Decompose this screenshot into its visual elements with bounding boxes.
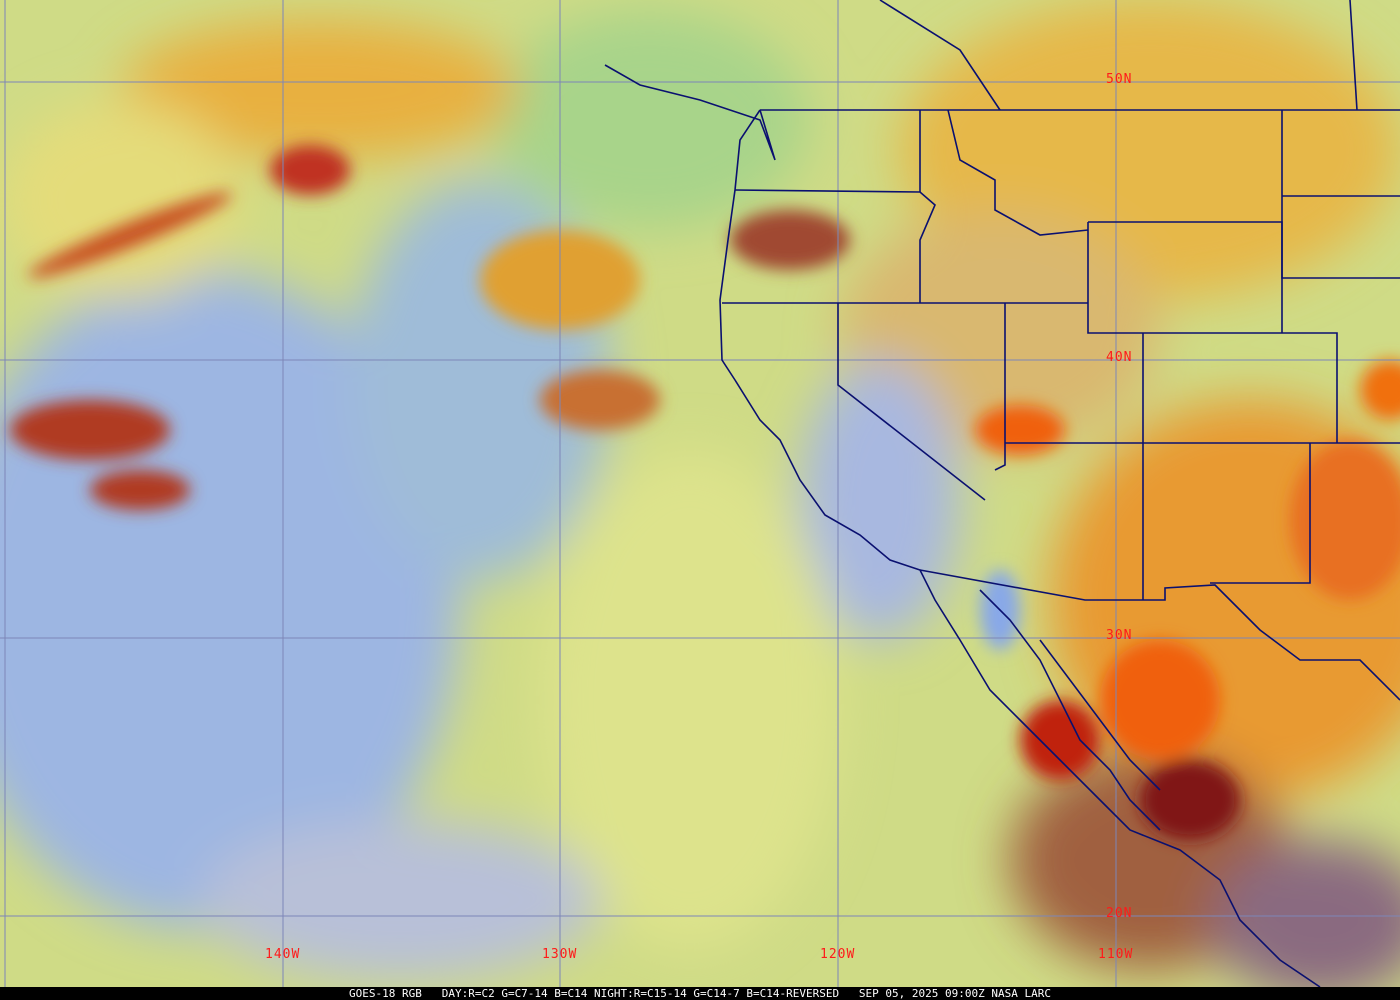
latitude-label-20n: 20N	[1106, 906, 1133, 921]
latitude-label-30n: 30N	[1106, 628, 1133, 643]
latitude-label-40n: 40N	[1106, 350, 1133, 365]
coastline-and-borders	[604, 0, 1400, 987]
latitude-label-50n: 50N	[1106, 72, 1133, 87]
longitude-label-110w: 110W	[1098, 947, 1134, 962]
longitude-label-120w: 120W	[820, 947, 856, 962]
image-caption-bar: GOES-18 RGB DAY:R=C2 G=C7-14 B=C14 NIGHT…	[0, 987, 1400, 1000]
longitude-label-130w: 130W	[542, 947, 578, 962]
longitude-label-140w: 140W	[265, 947, 301, 962]
